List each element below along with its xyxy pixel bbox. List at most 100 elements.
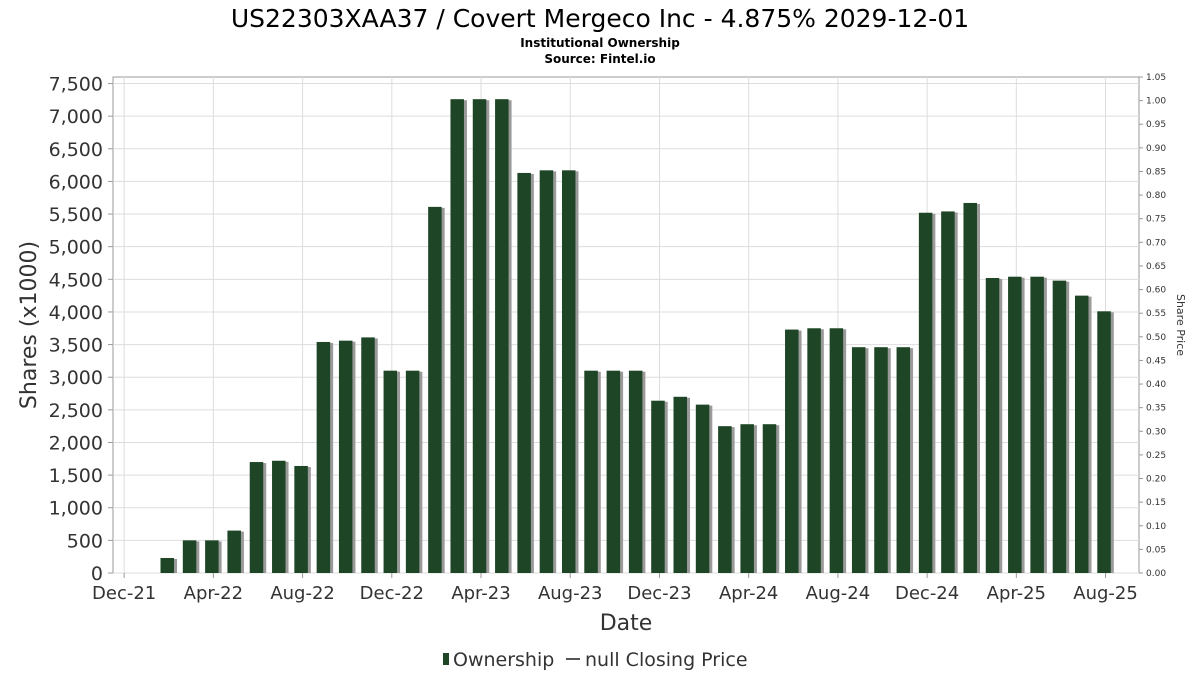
y2-tick-label: 0.30 — [1146, 427, 1166, 437]
x-tick-label: Apr-24 — [719, 583, 778, 604]
bar — [829, 328, 844, 573]
y2-tick-label: 0.85 — [1146, 167, 1166, 177]
y2-tick-label: 0.95 — [1146, 120, 1166, 130]
y2-tick-label: 0.60 — [1146, 286, 1166, 296]
bar — [673, 396, 688, 573]
y-tick-label: 4,000 — [49, 302, 103, 324]
y2-tick-label: 1.00 — [1146, 97, 1166, 107]
plot-frame — [112, 76, 1140, 574]
bar — [450, 99, 464, 573]
chart-source: Source: Fintel.io — [544, 52, 655, 66]
bar — [338, 340, 353, 573]
y-axis-label: Shares (x1000) — [17, 241, 42, 409]
y-tick-label: 1,000 — [49, 498, 103, 520]
x-tick-label: Aug-25 — [1073, 583, 1138, 604]
x-tick-label: Apr-22 — [184, 583, 243, 604]
bar — [383, 370, 398, 573]
y-tick-label: 2,500 — [49, 400, 103, 422]
x-axis-ticks: Dec-21 Apr-22 Aug-22 Dec-22 Apr-23 Aug-23 Dec-… — [92, 573, 1138, 604]
y2-tick-label: 0.70 — [1146, 238, 1166, 248]
bar — [963, 202, 977, 574]
bar — [294, 465, 308, 573]
x-tick-label: Apr-23 — [451, 583, 510, 604]
y2-tick-label: 0.15 — [1146, 498, 1166, 508]
y2-tick-label: 0.40 — [1146, 380, 1166, 390]
bar — [428, 206, 442, 573]
y2-tick-label: 0.35 — [1146, 404, 1166, 414]
y2-tick-label: 0.45 — [1146, 356, 1166, 366]
bar — [472, 99, 487, 573]
y2-axis-label: Share Price — [1174, 294, 1187, 356]
y2-tick-label: 0.80 — [1146, 191, 1166, 201]
y2-tick-label: 1.05 — [1146, 73, 1166, 83]
bar — [539, 170, 554, 574]
y-tick-label: 2,000 — [49, 432, 103, 454]
y-tick-label: 3,500 — [49, 335, 103, 357]
legend: Ownership null Closing Price — [443, 649, 748, 671]
y2-tick-label: 0.50 — [1146, 333, 1166, 343]
bar — [205, 540, 219, 573]
y-tick-label: 3,000 — [49, 367, 103, 389]
bar — [361, 337, 375, 573]
bar — [584, 370, 598, 573]
bar — [249, 462, 264, 573]
x-tick-label: Dec-23 — [627, 583, 691, 604]
bar — [851, 347, 866, 573]
chart-title: US22303XAA37 / Covert Mergeco Inc - 4.87… — [231, 4, 969, 33]
y2-tick-label: 0.10 — [1146, 522, 1166, 532]
bar — [316, 341, 331, 573]
y2-tick-label: 0.20 — [1146, 475, 1166, 485]
bar — [517, 172, 531, 574]
x-tick-label: Aug-23 — [538, 583, 603, 604]
bar — [740, 424, 754, 573]
x-tick-label: Dec-22 — [360, 583, 424, 604]
bar — [182, 540, 197, 573]
x-tick-label: Dec-21 — [92, 583, 156, 604]
y-tick-label: 5,000 — [49, 237, 103, 259]
bar — [1052, 280, 1067, 573]
chart-subtitle: Institutional Ownership — [520, 36, 680, 50]
y2-tick-label: 0.05 — [1146, 545, 1166, 555]
bar — [160, 557, 175, 573]
x-axis-label: Date — [600, 611, 653, 636]
legend-ownership-swatch — [443, 653, 449, 665]
y-tick-label: 1,500 — [49, 465, 103, 487]
y2-tick-label: 0.25 — [1146, 451, 1166, 461]
y-tick-label: 7,500 — [49, 74, 103, 96]
y2-tick-label: 0.65 — [1146, 262, 1166, 272]
y-tick-label: 6,000 — [49, 171, 103, 193]
bar — [495, 99, 509, 573]
bar — [628, 370, 643, 573]
bar — [1074, 295, 1089, 573]
bar — [718, 426, 732, 573]
bar — [785, 329, 799, 573]
y-tick-label: 500 — [67, 530, 103, 552]
legend-price-label: null Closing Price — [585, 649, 748, 671]
bar — [941, 211, 955, 573]
bar — [762, 424, 777, 573]
bar — [227, 530, 241, 573]
bar — [606, 370, 621, 573]
legend-ownership-label: Ownership — [453, 649, 554, 671]
bar — [874, 347, 888, 573]
bars — [160, 99, 1114, 574]
x-tick-label: Aug-24 — [806, 583, 871, 604]
y2-tick-label: 0.75 — [1146, 215, 1166, 225]
bar — [561, 170, 576, 574]
y2-tick-label: 0.00 — [1146, 569, 1166, 579]
bar — [985, 278, 1000, 573]
plot-area — [112, 76, 1140, 574]
bar — [695, 404, 710, 573]
bar — [405, 370, 420, 573]
bar — [1030, 276, 1044, 573]
y2-tick-label: 0.55 — [1146, 309, 1166, 319]
x-tick-label: Aug-22 — [270, 583, 335, 604]
y2-tick-label: 0.90 — [1146, 144, 1166, 154]
y-tick-label: 4,500 — [49, 269, 103, 291]
bar — [918, 212, 933, 573]
bar — [1097, 311, 1111, 573]
x-tick-label: Dec-24 — [895, 583, 959, 604]
x-tick-label: Apr-25 — [987, 583, 1046, 604]
bar — [807, 328, 821, 573]
